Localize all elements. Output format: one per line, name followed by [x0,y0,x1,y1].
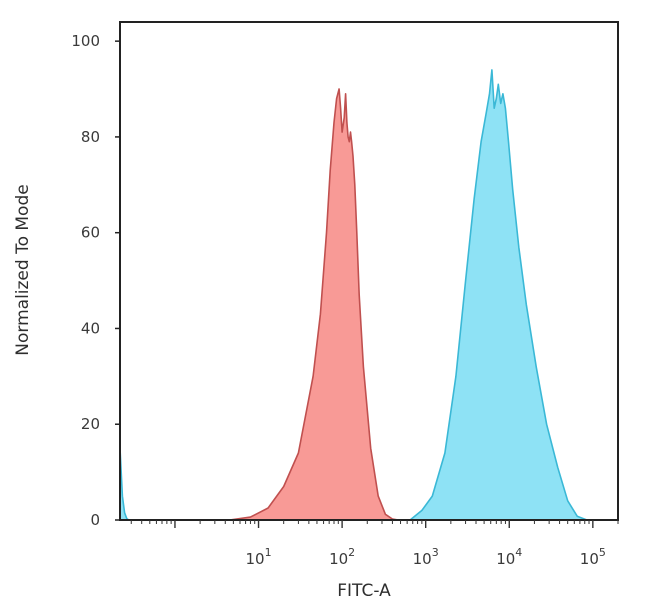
y-tick-label: 20 [81,415,100,433]
x-tick-label: 103 [413,546,439,568]
y-tick-label: 80 [81,128,100,146]
x-tick-label: 101 [245,546,271,568]
y-axis-title: Normalized To Mode [13,184,33,355]
y-tick-label: 60 [81,224,100,242]
histogram-series-1 [228,88,400,521]
y-axis: 0 20 40 60 80 100 [71,32,120,529]
x-axis-title: FITC-A [337,581,391,601]
x-tick-label: 102 [329,546,355,568]
series-layer [119,69,588,521]
y-tick-label: 40 [81,319,100,337]
x-tick-label: 105 [580,546,606,568]
y-tick-label: 0 [90,511,100,529]
x-axis: 101 102 103 104 105 [130,520,619,568]
histogram-series-2 [409,69,588,521]
histogram-series-3 [119,447,130,521]
plot-frame [119,21,619,521]
x-tick-label: 104 [496,546,522,568]
y-tick-label: 100 [71,32,100,50]
